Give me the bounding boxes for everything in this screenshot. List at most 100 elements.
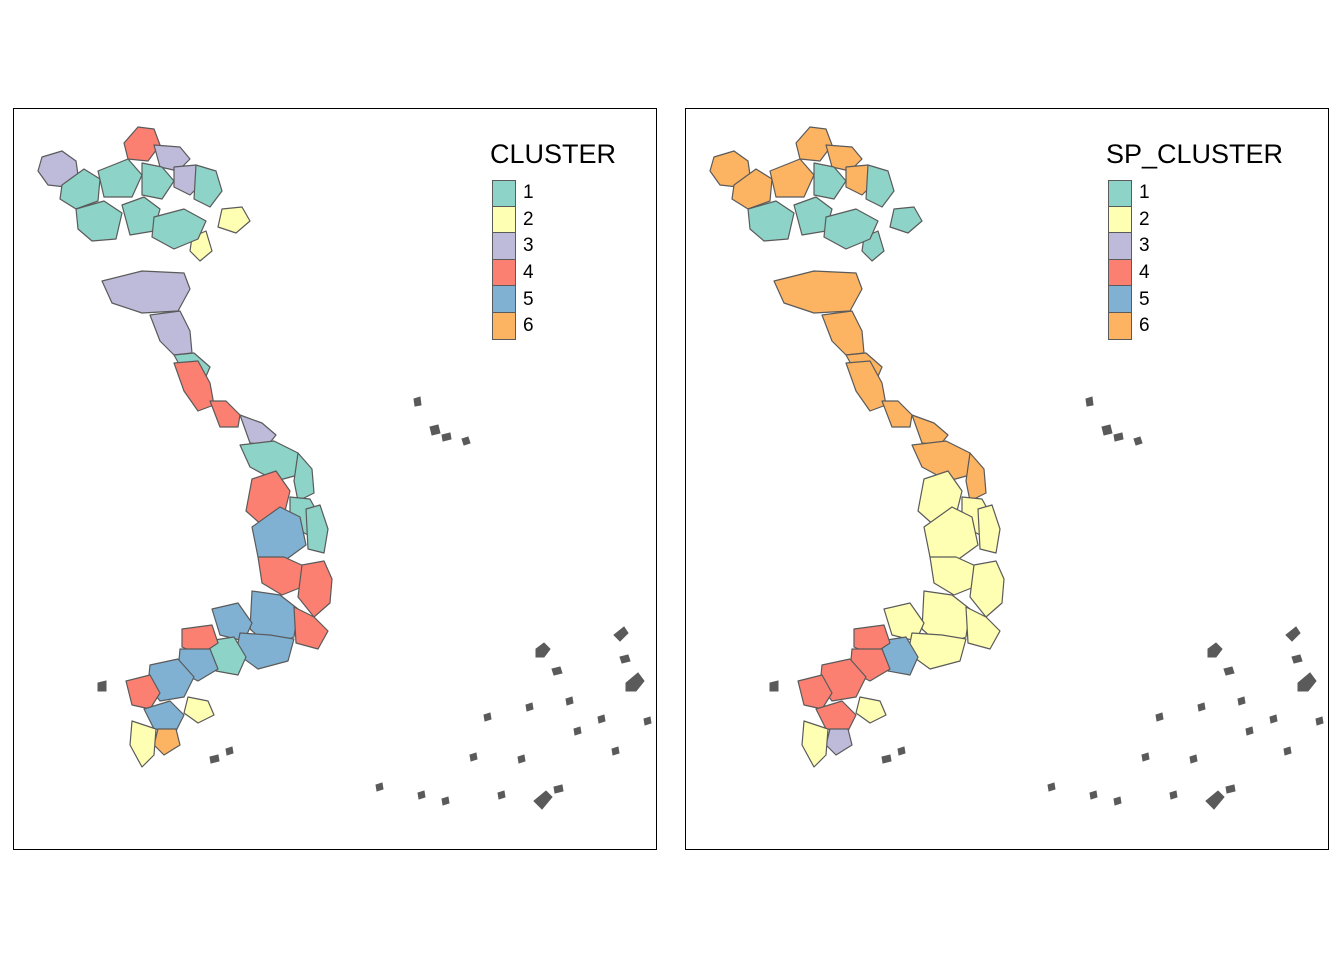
island — [1197, 702, 1206, 712]
province-region — [151, 208, 207, 250]
island — [1283, 746, 1292, 756]
legend-title: SP_CLUSTER — [1106, 139, 1284, 169]
legend-swatch — [1108, 286, 1132, 313]
island — [1315, 716, 1324, 726]
legend-item: 2 — [492, 206, 616, 234]
legend-label: 2 — [523, 208, 534, 230]
legend-item: 2 — [1108, 206, 1283, 234]
island — [1237, 696, 1246, 706]
province-region — [97, 158, 143, 198]
legend-swatch — [492, 206, 516, 234]
province-region — [149, 310, 193, 356]
province-region — [239, 414, 277, 446]
legend-item: 3 — [492, 233, 616, 260]
province-region — [143, 700, 185, 732]
island — [1225, 784, 1236, 794]
island — [429, 424, 441, 436]
island — [1245, 726, 1254, 736]
legend-label: 5 — [1139, 288, 1150, 310]
vietnam-sp-cluster-map — [709, 126, 1324, 810]
island — [375, 782, 384, 792]
legend-items: 1 2 3 4 5 6 — [492, 180, 616, 340]
island — [1113, 432, 1124, 442]
province-region — [823, 208, 879, 250]
province-region — [193, 164, 223, 208]
legend-swatch — [492, 286, 516, 313]
province-region — [825, 144, 863, 172]
province-region — [965, 606, 1001, 650]
province-region — [911, 414, 949, 446]
vietnam-cluster-map — [37, 126, 652, 810]
legend-label: 6 — [1139, 315, 1150, 337]
island — [553, 784, 564, 794]
cluster-map-panel: CLUSTER 1 2 3 4 5 6 — [13, 108, 657, 850]
province-region — [183, 696, 215, 724]
island — [535, 642, 551, 658]
legend-swatch — [492, 259, 516, 287]
island — [613, 626, 629, 642]
legend-item: 4 — [492, 259, 616, 287]
province-region — [209, 400, 241, 428]
province-region — [855, 696, 887, 724]
province-region — [211, 602, 253, 642]
legend-swatch — [1108, 206, 1132, 234]
province-region — [815, 700, 857, 732]
legend-items: 1 2 3 4 5 6 — [1108, 180, 1283, 340]
island — [643, 716, 652, 726]
legend-label: 4 — [1139, 262, 1150, 284]
island — [483, 712, 492, 722]
legend-item: 6 — [492, 312, 616, 340]
legend-swatch — [1108, 259, 1132, 287]
legend-label: 6 — [523, 315, 534, 337]
island — [565, 696, 574, 706]
island — [769, 680, 779, 692]
island — [1169, 790, 1178, 800]
province-region — [965, 452, 987, 502]
legend-item: 5 — [492, 286, 616, 313]
island — [573, 726, 582, 736]
province-region — [883, 602, 925, 642]
legend-swatch — [492, 233, 516, 260]
province-region — [125, 674, 161, 710]
province-region — [769, 158, 815, 198]
island — [533, 790, 553, 810]
island — [1285, 626, 1301, 642]
province-region — [249, 590, 299, 648]
province-region — [141, 162, 175, 200]
province-region — [825, 728, 853, 756]
cluster-legend: CLUSTER 1 2 3 4 5 6 — [490, 139, 616, 340]
island — [517, 754, 526, 764]
island — [97, 680, 107, 692]
province-region — [889, 206, 923, 234]
province-region — [773, 270, 863, 314]
province-region — [881, 400, 913, 428]
island — [1113, 796, 1122, 806]
sp-cluster-legend: SP_CLUSTER 1 2 3 4 5 6 — [1106, 139, 1283, 340]
province-region — [75, 200, 123, 242]
legend-swatch — [1108, 233, 1132, 260]
legend-swatch — [492, 312, 516, 340]
province-region — [129, 720, 157, 768]
island — [1291, 654, 1303, 664]
legend-item: 1 — [1108, 180, 1283, 207]
legend-item: 3 — [1108, 233, 1283, 260]
island — [417, 790, 426, 800]
province-regions — [37, 126, 333, 768]
island — [611, 746, 620, 756]
island — [1047, 782, 1056, 792]
legend-label: 5 — [523, 288, 534, 310]
province-region — [969, 560, 1005, 618]
island — [497, 790, 506, 800]
province-region — [865, 164, 895, 208]
province-region — [59, 168, 101, 210]
island — [897, 746, 906, 756]
island — [1155, 712, 1164, 722]
province-region — [795, 126, 833, 162]
legend-item: 1 — [492, 180, 616, 207]
island — [1101, 424, 1113, 436]
island — [1141, 752, 1150, 762]
legend-swatch — [1108, 312, 1132, 340]
island — [881, 754, 892, 764]
legend-title: CLUSTER — [490, 139, 617, 169]
legend-item: 5 — [1108, 286, 1283, 313]
